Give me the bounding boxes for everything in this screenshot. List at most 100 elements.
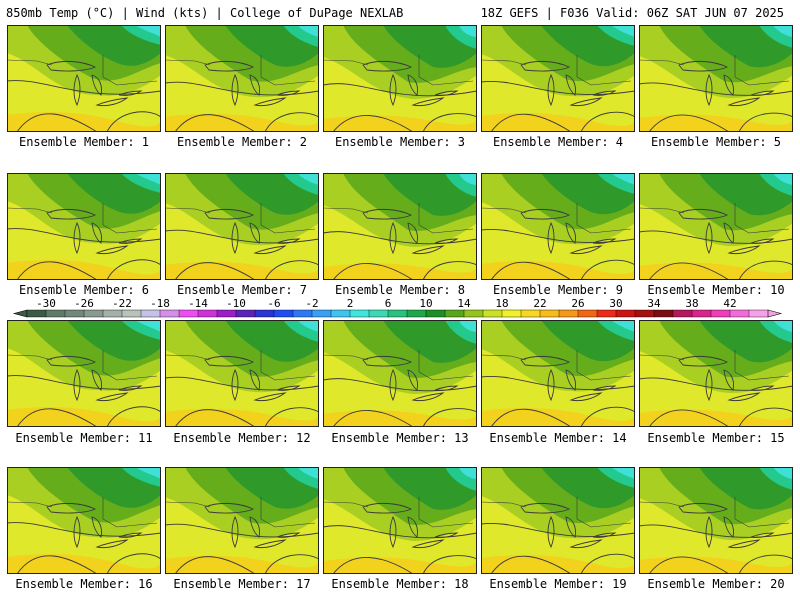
ensemble-map-panel xyxy=(7,320,161,427)
colorbar-swatch xyxy=(64,309,85,318)
ensemble-map-panel xyxy=(481,320,635,427)
colorbar-swatch xyxy=(140,309,161,318)
colorbar-tick-label: 34 xyxy=(647,297,661,310)
temperature-map xyxy=(165,320,319,427)
colorbar-swatch xyxy=(197,309,218,318)
colorbar-swatch xyxy=(634,309,655,318)
colorbar-left-arrow xyxy=(12,309,28,318)
colorbar-swatch xyxy=(254,309,275,318)
temperature-map xyxy=(323,25,477,132)
colorbar-swatch xyxy=(387,309,408,318)
ensemble-member-label: Ensemble Member: 6 xyxy=(18,283,150,297)
colorbar-swatch xyxy=(596,309,617,318)
colorbar-tick-label: 22 xyxy=(533,297,546,310)
ensemble-map-panel xyxy=(481,467,635,574)
colorbar-tick-label: -18 xyxy=(150,297,170,310)
ensemble-member-label: Ensemble Member: 18 xyxy=(331,577,469,591)
ensemble-member-label: Ensemble Member: 12 xyxy=(173,431,311,445)
header-left-title: 850mb Temp (°C) | Wind (kts) | College o… xyxy=(6,6,404,20)
colorbar-swatch xyxy=(729,309,750,318)
colorbar-swatch xyxy=(444,309,465,318)
colorbar-tick-label: 18 xyxy=(495,297,508,310)
ensemble-member-label: Ensemble Member: 8 xyxy=(334,283,466,297)
ensemble-map-panel xyxy=(481,25,635,132)
colorbar-swatch xyxy=(463,309,484,318)
colorbar-swatch xyxy=(615,309,636,318)
ensemble-member-label: Ensemble Member: 17 xyxy=(173,577,311,591)
colorbar-swatch xyxy=(577,309,598,318)
colorbar-swatch xyxy=(330,309,351,318)
colorbar-tick-label: -22 xyxy=(112,297,132,310)
colorbar-swatch xyxy=(653,309,674,318)
ensemble-member-label: Ensemble Member: 20 xyxy=(647,577,785,591)
ensemble-member-label: Ensemble Member: 10 xyxy=(647,283,785,297)
colorbar-swatch xyxy=(235,309,256,318)
colorbar-swatch xyxy=(159,309,180,318)
colorbar-swatch xyxy=(501,309,522,318)
temperature-map xyxy=(323,467,477,574)
ensemble-map-panel xyxy=(323,320,477,427)
temperature-map xyxy=(481,467,635,574)
temperature-map xyxy=(323,320,477,427)
colorbar-tick-label: 38 xyxy=(685,297,698,310)
temperature-colorbar: -30 -26 -22 -18 -14 -10 -6 -2 2 6 10 14 18 22 26 30 34 38… xyxy=(12,297,783,318)
colorbar-swatch xyxy=(406,309,427,318)
ensemble-map-panel xyxy=(165,467,319,574)
ensemble-map-panel xyxy=(323,173,477,280)
temperature-map xyxy=(165,467,319,574)
ensemble-map-panel xyxy=(165,173,319,280)
colorbar-swatch xyxy=(216,309,237,318)
colorbar-swatch xyxy=(482,309,503,318)
ensemble-member-label: Ensemble Member: 16 xyxy=(15,577,153,591)
temperature-map xyxy=(639,467,793,574)
temperature-map xyxy=(7,25,161,132)
colorbar-tick-label: 42 xyxy=(723,297,736,310)
temperature-map xyxy=(7,173,161,280)
colorbar-swatch xyxy=(292,309,313,318)
colorbar-tick-label: -2 xyxy=(305,297,318,310)
ensemble-member-label: Ensemble Member: 5 xyxy=(650,135,782,149)
colorbar-tick-label: 14 xyxy=(457,297,471,310)
colorbar-tick-label: -6 xyxy=(267,297,280,310)
temperature-map xyxy=(323,173,477,280)
colorbar-tick-label: 2 xyxy=(347,297,354,310)
ensemble-map-panel xyxy=(7,467,161,574)
ensemble-map-panel xyxy=(639,320,793,427)
temperature-map xyxy=(165,25,319,132)
ensemble-member-label: Ensemble Member: 9 xyxy=(492,283,624,297)
colorbar-tick-label: 26 xyxy=(571,297,584,310)
temperature-map xyxy=(7,320,161,427)
temperature-map xyxy=(481,173,635,280)
ensemble-map-panel xyxy=(639,173,793,280)
colorbar-right-arrow xyxy=(767,309,783,318)
ensemble-map-panel xyxy=(481,173,635,280)
colorbar-swatch xyxy=(368,309,389,318)
ensemble-map-panel xyxy=(7,173,161,280)
ensemble-member-label: Ensemble Member: 13 xyxy=(331,431,469,445)
colorbar-swatch xyxy=(520,309,541,318)
colorbar-swatch xyxy=(311,309,332,318)
colorbar-swatch xyxy=(349,309,370,318)
ensemble-member-label: Ensemble Member: 3 xyxy=(334,135,466,149)
temperature-map xyxy=(165,173,319,280)
ensemble-map-panel xyxy=(165,25,319,132)
ensemble-map-panel xyxy=(323,25,477,132)
colorbar-tick-label: 30 xyxy=(609,297,622,310)
colorbar-tick-label: -30 xyxy=(36,297,56,310)
colorbar-swatch xyxy=(178,309,199,318)
colorbar-swatch xyxy=(539,309,560,318)
colorbar-swatch xyxy=(672,309,693,318)
colorbar-swatch xyxy=(425,309,446,318)
ensemble-map-panel xyxy=(323,467,477,574)
colorbar-swatch xyxy=(45,309,66,318)
colorbar-swatch xyxy=(102,309,123,318)
colorbar-tick-label: -10 xyxy=(226,297,246,310)
colorbar-swatch xyxy=(26,309,47,318)
temperature-map xyxy=(639,320,793,427)
header-right-title: 18Z GEFS | F036 Valid: 06Z SAT JUN 07 20… xyxy=(480,6,784,20)
colorbar-tick-label: -26 xyxy=(74,297,94,310)
ensemble-member-label: Ensemble Member: 15 xyxy=(647,431,785,445)
ensemble-map-panel xyxy=(639,25,793,132)
colorbar-swatch xyxy=(710,309,731,318)
temperature-map xyxy=(481,25,635,132)
